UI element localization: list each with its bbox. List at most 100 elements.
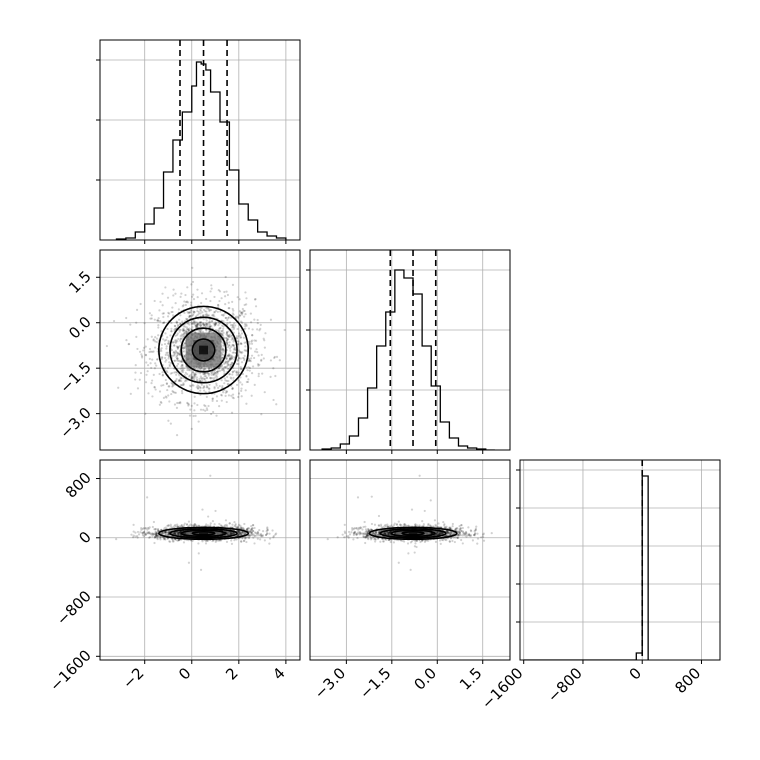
scatter-point bbox=[176, 523, 179, 526]
scatter-point bbox=[363, 520, 366, 524]
scatter-point bbox=[458, 525, 461, 528]
scatter-point bbox=[228, 522, 231, 525]
scatter-point bbox=[214, 321, 217, 324]
scatter-point bbox=[191, 313, 195, 317]
scatter-point bbox=[245, 375, 248, 378]
scatter-point bbox=[274, 533, 277, 536]
scatter-point bbox=[182, 541, 186, 544]
scatter-point bbox=[173, 532, 177, 535]
scatter-point bbox=[175, 345, 178, 348]
scatter-point bbox=[231, 387, 234, 390]
scatter-point bbox=[164, 532, 167, 535]
scatter-point bbox=[174, 525, 178, 528]
scatter-point bbox=[178, 353, 181, 356]
scatter-point bbox=[228, 373, 232, 376]
scatter-point bbox=[162, 538, 165, 541]
scatter-point bbox=[364, 531, 367, 534]
scatter-point bbox=[397, 561, 400, 564]
scatter-point bbox=[253, 356, 256, 360]
scatter-point bbox=[166, 351, 169, 354]
scatter-point bbox=[273, 356, 276, 359]
scatter-point bbox=[237, 362, 240, 366]
scatter-point bbox=[162, 531, 165, 535]
density-contour bbox=[158, 526, 250, 541]
scatter-point bbox=[237, 533, 240, 537]
scatter-point bbox=[206, 539, 209, 542]
scatter-point bbox=[177, 325, 180, 328]
scatter-point bbox=[151, 535, 154, 538]
scatter-point bbox=[191, 321, 195, 324]
scatter-point bbox=[176, 351, 179, 355]
scatter-point bbox=[243, 536, 247, 539]
scatter-point bbox=[253, 383, 256, 386]
scatter-point bbox=[206, 408, 209, 412]
scatter-point bbox=[173, 353, 176, 356]
scatter-point bbox=[389, 530, 392, 533]
scatter-point bbox=[221, 353, 224, 356]
scatter-point bbox=[199, 308, 202, 311]
scatter-point bbox=[235, 371, 239, 375]
scatter-point bbox=[445, 532, 449, 535]
scatter-point bbox=[442, 539, 445, 542]
scatter-point bbox=[138, 350, 142, 353]
scatter-point bbox=[211, 314, 214, 317]
scatter-point bbox=[193, 372, 196, 375]
scatter-point bbox=[195, 386, 198, 389]
scatter-point bbox=[460, 538, 463, 542]
scatter-point bbox=[196, 295, 199, 299]
scatter-point bbox=[115, 538, 118, 541]
scatter-point bbox=[195, 378, 199, 381]
scatter-point bbox=[262, 357, 265, 360]
scatter-point bbox=[256, 532, 259, 535]
scatter-point bbox=[233, 346, 237, 349]
scatter-point bbox=[246, 527, 249, 531]
scatter-point bbox=[191, 539, 194, 542]
scatter-point bbox=[207, 374, 210, 377]
scatter-point bbox=[364, 535, 367, 538]
scatter-point bbox=[208, 367, 211, 370]
scatter-point bbox=[231, 393, 235, 396]
scatter-point bbox=[166, 537, 169, 540]
panel-scatter-p1-p2: −3.0 −1.5 0.0 1.5 bbox=[309, 459, 511, 703]
scatter-point bbox=[243, 309, 246, 313]
scatter-point bbox=[242, 532, 245, 535]
scatter-point bbox=[230, 532, 234, 535]
scatter-point bbox=[203, 389, 206, 392]
scatter-point bbox=[136, 387, 140, 390]
scatter-point bbox=[200, 323, 203, 326]
scatter-point bbox=[218, 327, 221, 330]
scatter-point bbox=[237, 316, 240, 319]
scatter-point bbox=[366, 533, 370, 536]
scatter-point bbox=[253, 542, 256, 545]
scatter-point bbox=[194, 326, 198, 329]
scatter-point bbox=[209, 329, 212, 333]
scatter-point bbox=[236, 525, 239, 528]
scatter-point bbox=[463, 532, 466, 535]
scatter-point bbox=[407, 552, 410, 555]
scatter-point bbox=[184, 300, 188, 304]
scatter-point bbox=[209, 299, 212, 303]
scatter-point bbox=[178, 352, 181, 355]
scatter-point bbox=[165, 345, 168, 348]
scatter-point bbox=[229, 531, 232, 534]
scatter-point bbox=[182, 382, 185, 385]
scatter-point bbox=[241, 321, 244, 324]
scatter-point bbox=[156, 538, 159, 541]
scatter-point bbox=[153, 541, 156, 545]
scatter-point bbox=[448, 540, 451, 543]
scatter-point bbox=[226, 532, 229, 535]
scatter-point bbox=[215, 375, 219, 378]
scatter-point bbox=[197, 329, 200, 332]
scatter-point bbox=[223, 370, 226, 373]
scatter-point bbox=[180, 370, 183, 373]
scatter-point bbox=[388, 531, 391, 534]
scatter-point bbox=[228, 531, 231, 534]
scatter-point bbox=[385, 538, 388, 541]
scatter-point bbox=[245, 323, 248, 326]
density-contour bbox=[180, 327, 227, 373]
scatter-point bbox=[159, 320, 162, 323]
scatter-point bbox=[145, 532, 148, 535]
scatter-point bbox=[471, 539, 474, 542]
scatter-point bbox=[260, 359, 263, 362]
